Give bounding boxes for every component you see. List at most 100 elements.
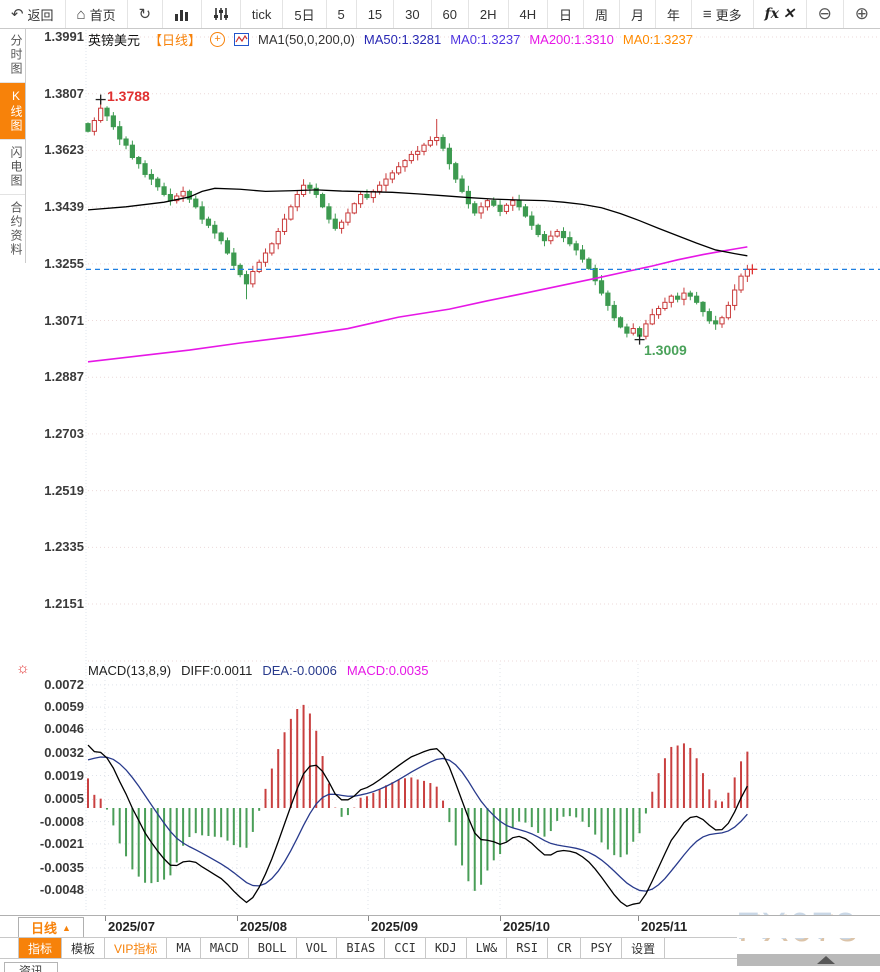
macd-y-tick-label: -0.0021 bbox=[39, 835, 84, 851]
indicator-settings-button[interactable] bbox=[202, 0, 241, 28]
interval-30m-button[interactable]: 30 bbox=[394, 0, 432, 28]
tab-cr[interactable]: CR bbox=[548, 938, 582, 958]
sidebar-item-lightning-chart[interactable]: 闪电图 bbox=[0, 140, 25, 195]
macd-y-tick-label: -0.0048 bbox=[39, 882, 84, 898]
macd-y-tick-label: 0.0005 bbox=[44, 791, 84, 807]
tab-cci[interactable]: CCI bbox=[385, 938, 426, 958]
x-axis-month-label: 2025/11 bbox=[641, 919, 688, 934]
main-y-tick-label: 1.2151 bbox=[44, 596, 84, 612]
gridlines bbox=[85, 30, 878, 912]
interval-label: 日 bbox=[559, 7, 573, 23]
x-axis-month-label: 2025/07 bbox=[108, 919, 155, 934]
high-marker-icon bbox=[95, 94, 106, 105]
indicator-blink-icon[interactable]: ☼ bbox=[16, 660, 30, 677]
interval-15m-button[interactable]: 15 bbox=[357, 0, 395, 28]
x-axis-month-label: 2025/08 bbox=[240, 919, 287, 934]
macd-value: MACD:0.0035 bbox=[346, 663, 429, 678]
interval-60m-button[interactable]: 60 bbox=[432, 0, 469, 28]
news-tab-partial[interactable]: 资讯 bbox=[4, 962, 58, 972]
x-axis-tick bbox=[368, 916, 369, 921]
interval-label: 4H bbox=[519, 6, 537, 22]
top-toolbar: ↶ 返回 ⌂ 首页 ↻ tick 5日 5 15 30 60 2H 4H 日 周 月… bbox=[0, 0, 880, 29]
interval-month-button[interactable]: 月 bbox=[620, 0, 656, 28]
period-label: 【日线】 bbox=[149, 33, 202, 48]
zoom-in-button[interactable]: ⊕ bbox=[844, 0, 880, 28]
back-label: 返回 bbox=[27, 7, 54, 23]
tab-vol[interactable]: VOL bbox=[297, 938, 338, 958]
tab-rsi[interactable]: RSI bbox=[507, 938, 548, 958]
tab-macd[interactable]: MACD bbox=[201, 938, 249, 958]
interval-year-button[interactable]: 年 bbox=[656, 0, 692, 28]
interval-2h-button[interactable]: 2H bbox=[469, 0, 509, 28]
tab-kdj[interactable]: KDJ bbox=[426, 938, 467, 958]
back-button[interactable]: ↶ 返回 bbox=[0, 0, 66, 28]
x-axis-tick bbox=[638, 916, 639, 921]
main-y-tick-label: 1.3255 bbox=[44, 255, 84, 271]
interval-week-button[interactable]: 周 bbox=[584, 0, 620, 28]
interval-label: 2H bbox=[479, 6, 497, 22]
macd-y-tick-label: -0.0008 bbox=[39, 813, 84, 829]
mini-chart-icon[interactable] bbox=[234, 33, 250, 46]
scrollbar-arrow-icon bbox=[817, 956, 835, 964]
home-button[interactable]: ⌂ 首页 bbox=[66, 0, 128, 28]
main-y-tick-label: 1.2887 bbox=[44, 369, 84, 385]
more-button[interactable]: ≡ 更多 bbox=[692, 0, 754, 28]
macd-histogram bbox=[87, 704, 749, 891]
interval-day-button[interactable]: 日 bbox=[548, 0, 585, 28]
ma200-value: MA200:1.3310 bbox=[529, 32, 614, 47]
home-icon: ⌂ bbox=[76, 5, 86, 23]
interval-5day-button[interactable]: 5日 bbox=[283, 0, 327, 28]
refresh-button[interactable]: ↻ bbox=[128, 0, 164, 28]
sidebar-item-contract-info[interactable]: 合约资料 bbox=[9, 201, 23, 257]
tab-boll[interactable]: BOLL bbox=[249, 938, 297, 958]
interval-tick-label: tick bbox=[251, 6, 272, 22]
interval-tick-button[interactable]: tick bbox=[241, 0, 284, 28]
back-arrow-icon: ↶ bbox=[10, 5, 24, 23]
ma-settings-label: MA1(50,0,200,0) bbox=[258, 32, 355, 47]
sidebar-item-time-chart[interactable]: 分时图 bbox=[0, 28, 25, 83]
tab-psy[interactable]: PSY bbox=[581, 938, 623, 958]
interval-label: 60 bbox=[442, 6, 457, 22]
macd-y-tick-label: 0.0072 bbox=[44, 676, 84, 692]
macd-params-label: MACD(13,8,9) bbox=[88, 663, 172, 678]
interval-label: 15 bbox=[367, 6, 383, 22]
fx-icon: fx bbox=[764, 6, 779, 22]
main-y-tick-label: 1.3071 bbox=[44, 312, 84, 328]
main-y-tick-label: 1.2703 bbox=[44, 425, 84, 441]
macd-y-tick-label: 0.0046 bbox=[44, 721, 84, 737]
main-y-tick-label: 1.2519 bbox=[44, 482, 84, 498]
tab-vip-indicator[interactable]: VIP指标 bbox=[105, 938, 168, 958]
tab-spacer bbox=[0, 938, 19, 958]
interval-5day-label: 5日 bbox=[294, 7, 315, 23]
sidebar-item-kline-chart[interactable]: K线图 bbox=[0, 83, 25, 140]
tab-ma[interactable]: MA bbox=[167, 938, 201, 958]
high-price-annotation: 1.3788 bbox=[107, 88, 150, 104]
x-axis-tick bbox=[500, 916, 501, 921]
tab-settings[interactable]: 设置 bbox=[622, 938, 666, 958]
horizontal-scrollbar[interactable] bbox=[737, 954, 880, 966]
tab-indicator[interactable]: 指标 bbox=[19, 938, 63, 958]
x-axis-tick bbox=[105, 916, 106, 921]
indicator-tab-bar: 指标 模板 VIP指标 MA MACD BOLL VOL BIAS CCI KD… bbox=[0, 937, 737, 959]
ma0-value-orange: MA0:1.3237 bbox=[622, 32, 694, 47]
tab-lw[interactable]: LW& bbox=[467, 938, 508, 958]
low-price-annotation: 1.3009 bbox=[644, 342, 687, 358]
interval-label: 周 bbox=[594, 7, 608, 23]
tab-bias[interactable]: BIAS bbox=[337, 938, 386, 958]
period-selector[interactable]: 日线 ▲ bbox=[18, 917, 84, 938]
interval-label: 30 bbox=[405, 6, 420, 22]
tab-template[interactable]: 模板 bbox=[62, 938, 106, 958]
zoom-out-button[interactable]: ⊖ bbox=[807, 0, 844, 28]
interval-label: 月 bbox=[630, 7, 644, 23]
add-favorite-icon[interactable]: + bbox=[210, 32, 226, 47]
interval-4h-button[interactable]: 4H bbox=[509, 0, 549, 28]
fx-indicator-button[interactable]: fx ✕ bbox=[754, 0, 807, 28]
zoom-out-icon: ⊖ bbox=[817, 4, 832, 23]
macd-y-tick-label: 0.0059 bbox=[44, 699, 84, 715]
x-axis-row: 日线 ▲ 2025/07 2025/08 2025/09 2025/10 2025/11 bbox=[0, 915, 880, 938]
interval-5m-button[interactable]: 5 bbox=[327, 0, 357, 28]
macd-lines bbox=[87, 744, 748, 908]
chart-style-button[interactable] bbox=[163, 0, 202, 28]
